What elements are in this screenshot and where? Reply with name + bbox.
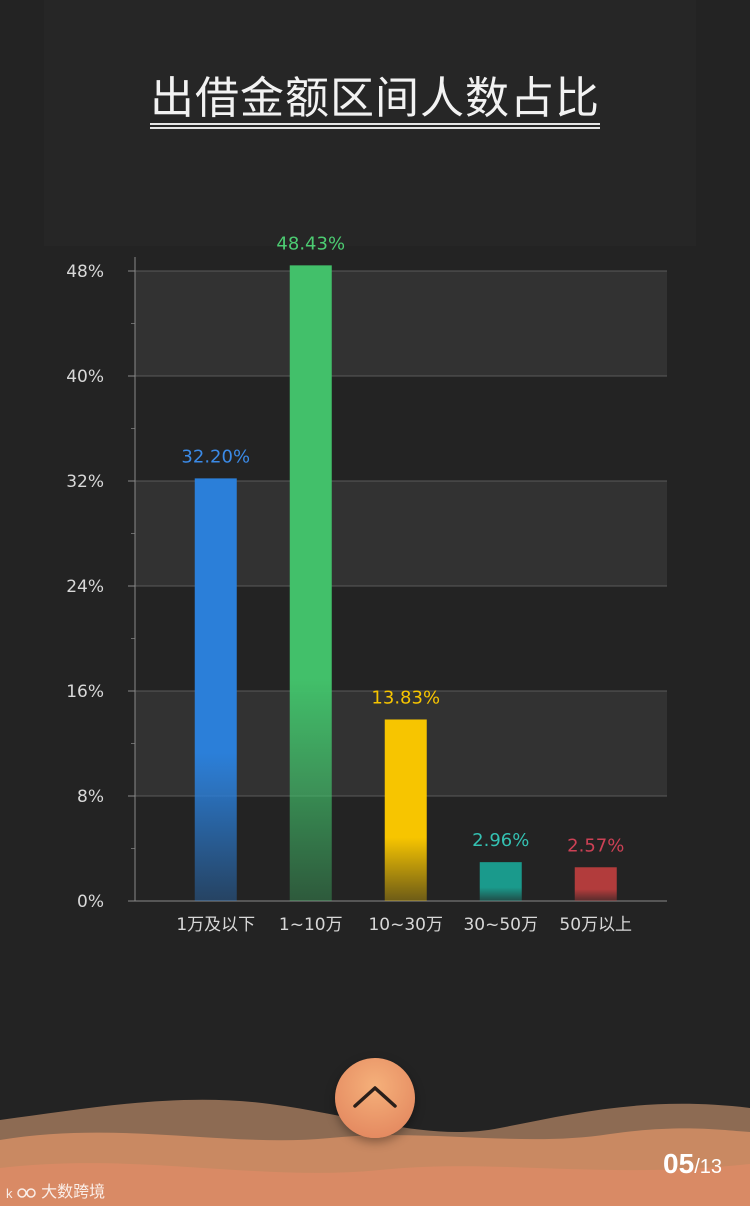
x-tick-label: 10~30万 bbox=[368, 915, 443, 935]
title-underline bbox=[150, 123, 600, 129]
bar bbox=[479, 862, 522, 901]
x-tick-label: 1~10万 bbox=[279, 915, 343, 935]
data-label: 48.43% bbox=[276, 233, 345, 254]
bar bbox=[574, 867, 617, 901]
y-tick-label: 48% bbox=[66, 262, 104, 282]
page-title: 出借金额区间人数占比 bbox=[150, 73, 600, 124]
x-tick-label: 1万及以下 bbox=[176, 915, 255, 935]
bar bbox=[289, 265, 332, 901]
y-tick-label: 24% bbox=[66, 577, 104, 597]
page-indicator: 05/13 bbox=[663, 1148, 722, 1180]
data-label: 32.20% bbox=[181, 446, 250, 467]
bar bbox=[384, 719, 427, 901]
chevron-up-icon bbox=[353, 1086, 397, 1108]
y-tick-label: 8% bbox=[77, 787, 104, 807]
y-tick-label: 32% bbox=[66, 472, 104, 492]
svg-text:k: k bbox=[6, 1186, 13, 1201]
data-label: 2.96% bbox=[472, 830, 529, 851]
page-current: 05 bbox=[663, 1148, 695, 1179]
y-tick-label: 0% bbox=[77, 892, 104, 912]
watermark: k 大数跨境 bbox=[6, 1178, 105, 1202]
data-label: 2.57% bbox=[567, 835, 624, 856]
x-tick-label: 50万以上 bbox=[559, 915, 632, 935]
watermark-logo: k bbox=[6, 1186, 36, 1201]
y-tick-label: 16% bbox=[66, 682, 104, 702]
grid-band bbox=[135, 271, 667, 376]
watermark-text: 大数跨境 bbox=[41, 1182, 106, 1201]
x-tick-label: 30~50万 bbox=[463, 915, 538, 935]
y-tick-label: 40% bbox=[66, 367, 104, 387]
page-total: /13 bbox=[694, 1156, 722, 1178]
scroll-up-button[interactable] bbox=[335, 1058, 415, 1138]
decorative-waves bbox=[0, 1099, 750, 1206]
bar bbox=[194, 478, 237, 901]
bar-chart: 0% 8% 16% 24% 32% 40% 48% 32.20% 1万及以下 48.43% 1~10… bbox=[66, 233, 667, 935]
data-label: 13.83% bbox=[371, 687, 440, 708]
